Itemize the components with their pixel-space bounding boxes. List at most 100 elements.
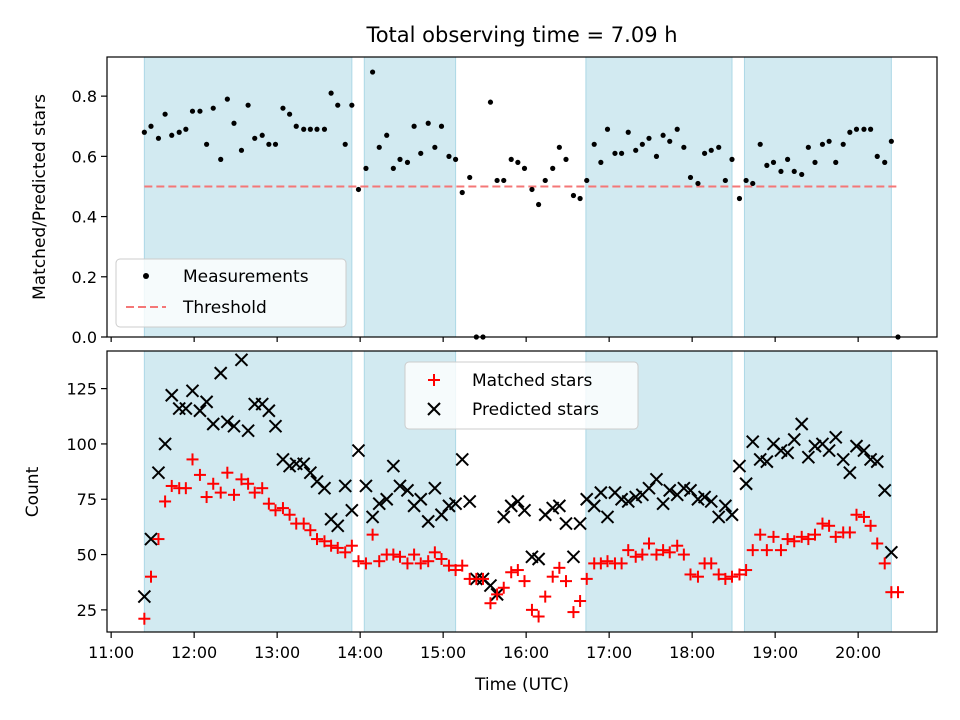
- predicted-point: [179, 401, 193, 416]
- xtick-label: 19:00: [752, 643, 798, 662]
- predicted-point: [587, 499, 601, 513]
- matched-point: [733, 568, 746, 581]
- matched-point: [843, 526, 856, 539]
- measurement-point: [231, 120, 237, 126]
- predicted-point: [718, 499, 733, 513]
- bottom-legend: Matched stars Predicted stars: [404, 361, 639, 430]
- measurement-point: [695, 180, 701, 187]
- matched-point: [574, 595, 587, 608]
- matched-point: [823, 519, 836, 532]
- measurement-point: [494, 177, 500, 184]
- matched-point: [746, 544, 759, 557]
- measurement-point: [169, 132, 175, 138]
- predicted-point: [656, 496, 670, 511]
- measurement-point: [328, 90, 334, 96]
- measurement-point: [397, 156, 403, 162]
- predicted-point: [552, 499, 567, 513]
- measurement-point: [853, 126, 860, 132]
- top-x-ticks: [110, 337, 859, 342]
- top-ytick-label: 0.4: [72, 208, 97, 227]
- matched-point: [449, 564, 462, 577]
- matched-point: [754, 528, 767, 541]
- predicted-point: [185, 384, 200, 398]
- measurement-point: [301, 126, 307, 132]
- matched-point: [532, 610, 545, 623]
- measurement-point: [861, 126, 867, 132]
- matched-point: [186, 453, 199, 466]
- measurement-point: [791, 168, 797, 175]
- matched-point: [165, 479, 178, 492]
- matched-point: [297, 517, 310, 530]
- measurement-point: [314, 126, 320, 132]
- measurement-point: [625, 129, 631, 135]
- matched-point: [546, 570, 559, 583]
- measurement-point: [189, 108, 196, 114]
- matched-point: [567, 606, 580, 619]
- matched-point: [580, 572, 593, 585]
- legend-label-threshold: Threshold: [182, 298, 267, 318]
- measurement-point: [882, 159, 888, 165]
- measurement-point: [425, 120, 431, 126]
- measurement-point: [660, 132, 666, 138]
- predicted-point: [448, 496, 463, 511]
- matched-point: [553, 561, 566, 574]
- observing-interval-4: [743, 56, 892, 338]
- matched-point: [331, 541, 344, 554]
- bottom-ytick-label: 100: [66, 435, 97, 454]
- matched-point: [491, 588, 504, 601]
- matched-point: [476, 572, 489, 585]
- matched-point: [373, 555, 386, 568]
- matched-point: [235, 473, 248, 486]
- measurement-point: [888, 138, 894, 144]
- measurement-point: [639, 141, 645, 147]
- matched-point: [891, 586, 904, 599]
- matched-point: [159, 495, 172, 508]
- xtick-label: 11:00: [88, 643, 134, 662]
- matched-point: [393, 550, 406, 563]
- measurement-point: [874, 153, 880, 159]
- matched-point: [802, 533, 815, 546]
- measurement-point: [619, 150, 625, 156]
- xtick-label: 15:00: [420, 643, 466, 662]
- matched-point: [262, 497, 275, 510]
- count-points: [137, 353, 904, 625]
- measurement-point: [584, 177, 590, 184]
- top-y-axis: 0.0 0.2 0.4 0.6 0.8: [72, 87, 107, 347]
- matched-point: [663, 546, 676, 559]
- matched-point: [283, 508, 296, 521]
- legend-marker-measurements: [143, 273, 149, 279]
- measurement-point: [604, 126, 611, 132]
- bottom-legend-box: [404, 361, 639, 430]
- matched-point: [144, 570, 157, 583]
- xtick-label: 17:00: [586, 643, 632, 662]
- measurement-point: [563, 156, 569, 162]
- measurement-point: [266, 141, 272, 147]
- matched-point: [366, 528, 379, 541]
- measurement-point: [183, 126, 189, 132]
- matched-point: [594, 557, 607, 570]
- top-ytick-label: 0.0: [72, 328, 97, 347]
- measurement-point: [252, 135, 258, 141]
- matched-point: [808, 528, 821, 541]
- predicted-point: [463, 494, 477, 509]
- predicted-point: [351, 443, 366, 458]
- bottom-ytick-label: 50: [77, 546, 97, 565]
- measurement-point: [536, 201, 542, 208]
- predicted-point: [386, 459, 401, 473]
- measurement-point: [612, 150, 618, 156]
- measurement-point: [155, 135, 162, 141]
- predicted-point: [268, 419, 283, 433]
- predicted-point: [504, 499, 518, 513]
- matched-point: [781, 533, 794, 546]
- measurement-point: [508, 156, 514, 162]
- measurement-point: [799, 171, 805, 178]
- bottom-panel: 25 50 75 100 125 11:00 12:00 13:00 14:00 15:00 16…: [23, 350, 938, 695]
- measurement-point: [272, 141, 279, 147]
- measurement-point: [702, 150, 708, 156]
- matched-point: [207, 477, 220, 490]
- predicted-point: [199, 395, 214, 409]
- matched-point: [691, 570, 704, 583]
- measurement-point: [750, 180, 756, 187]
- measurement-point: [245, 102, 251, 108]
- matched-point: [387, 548, 400, 561]
